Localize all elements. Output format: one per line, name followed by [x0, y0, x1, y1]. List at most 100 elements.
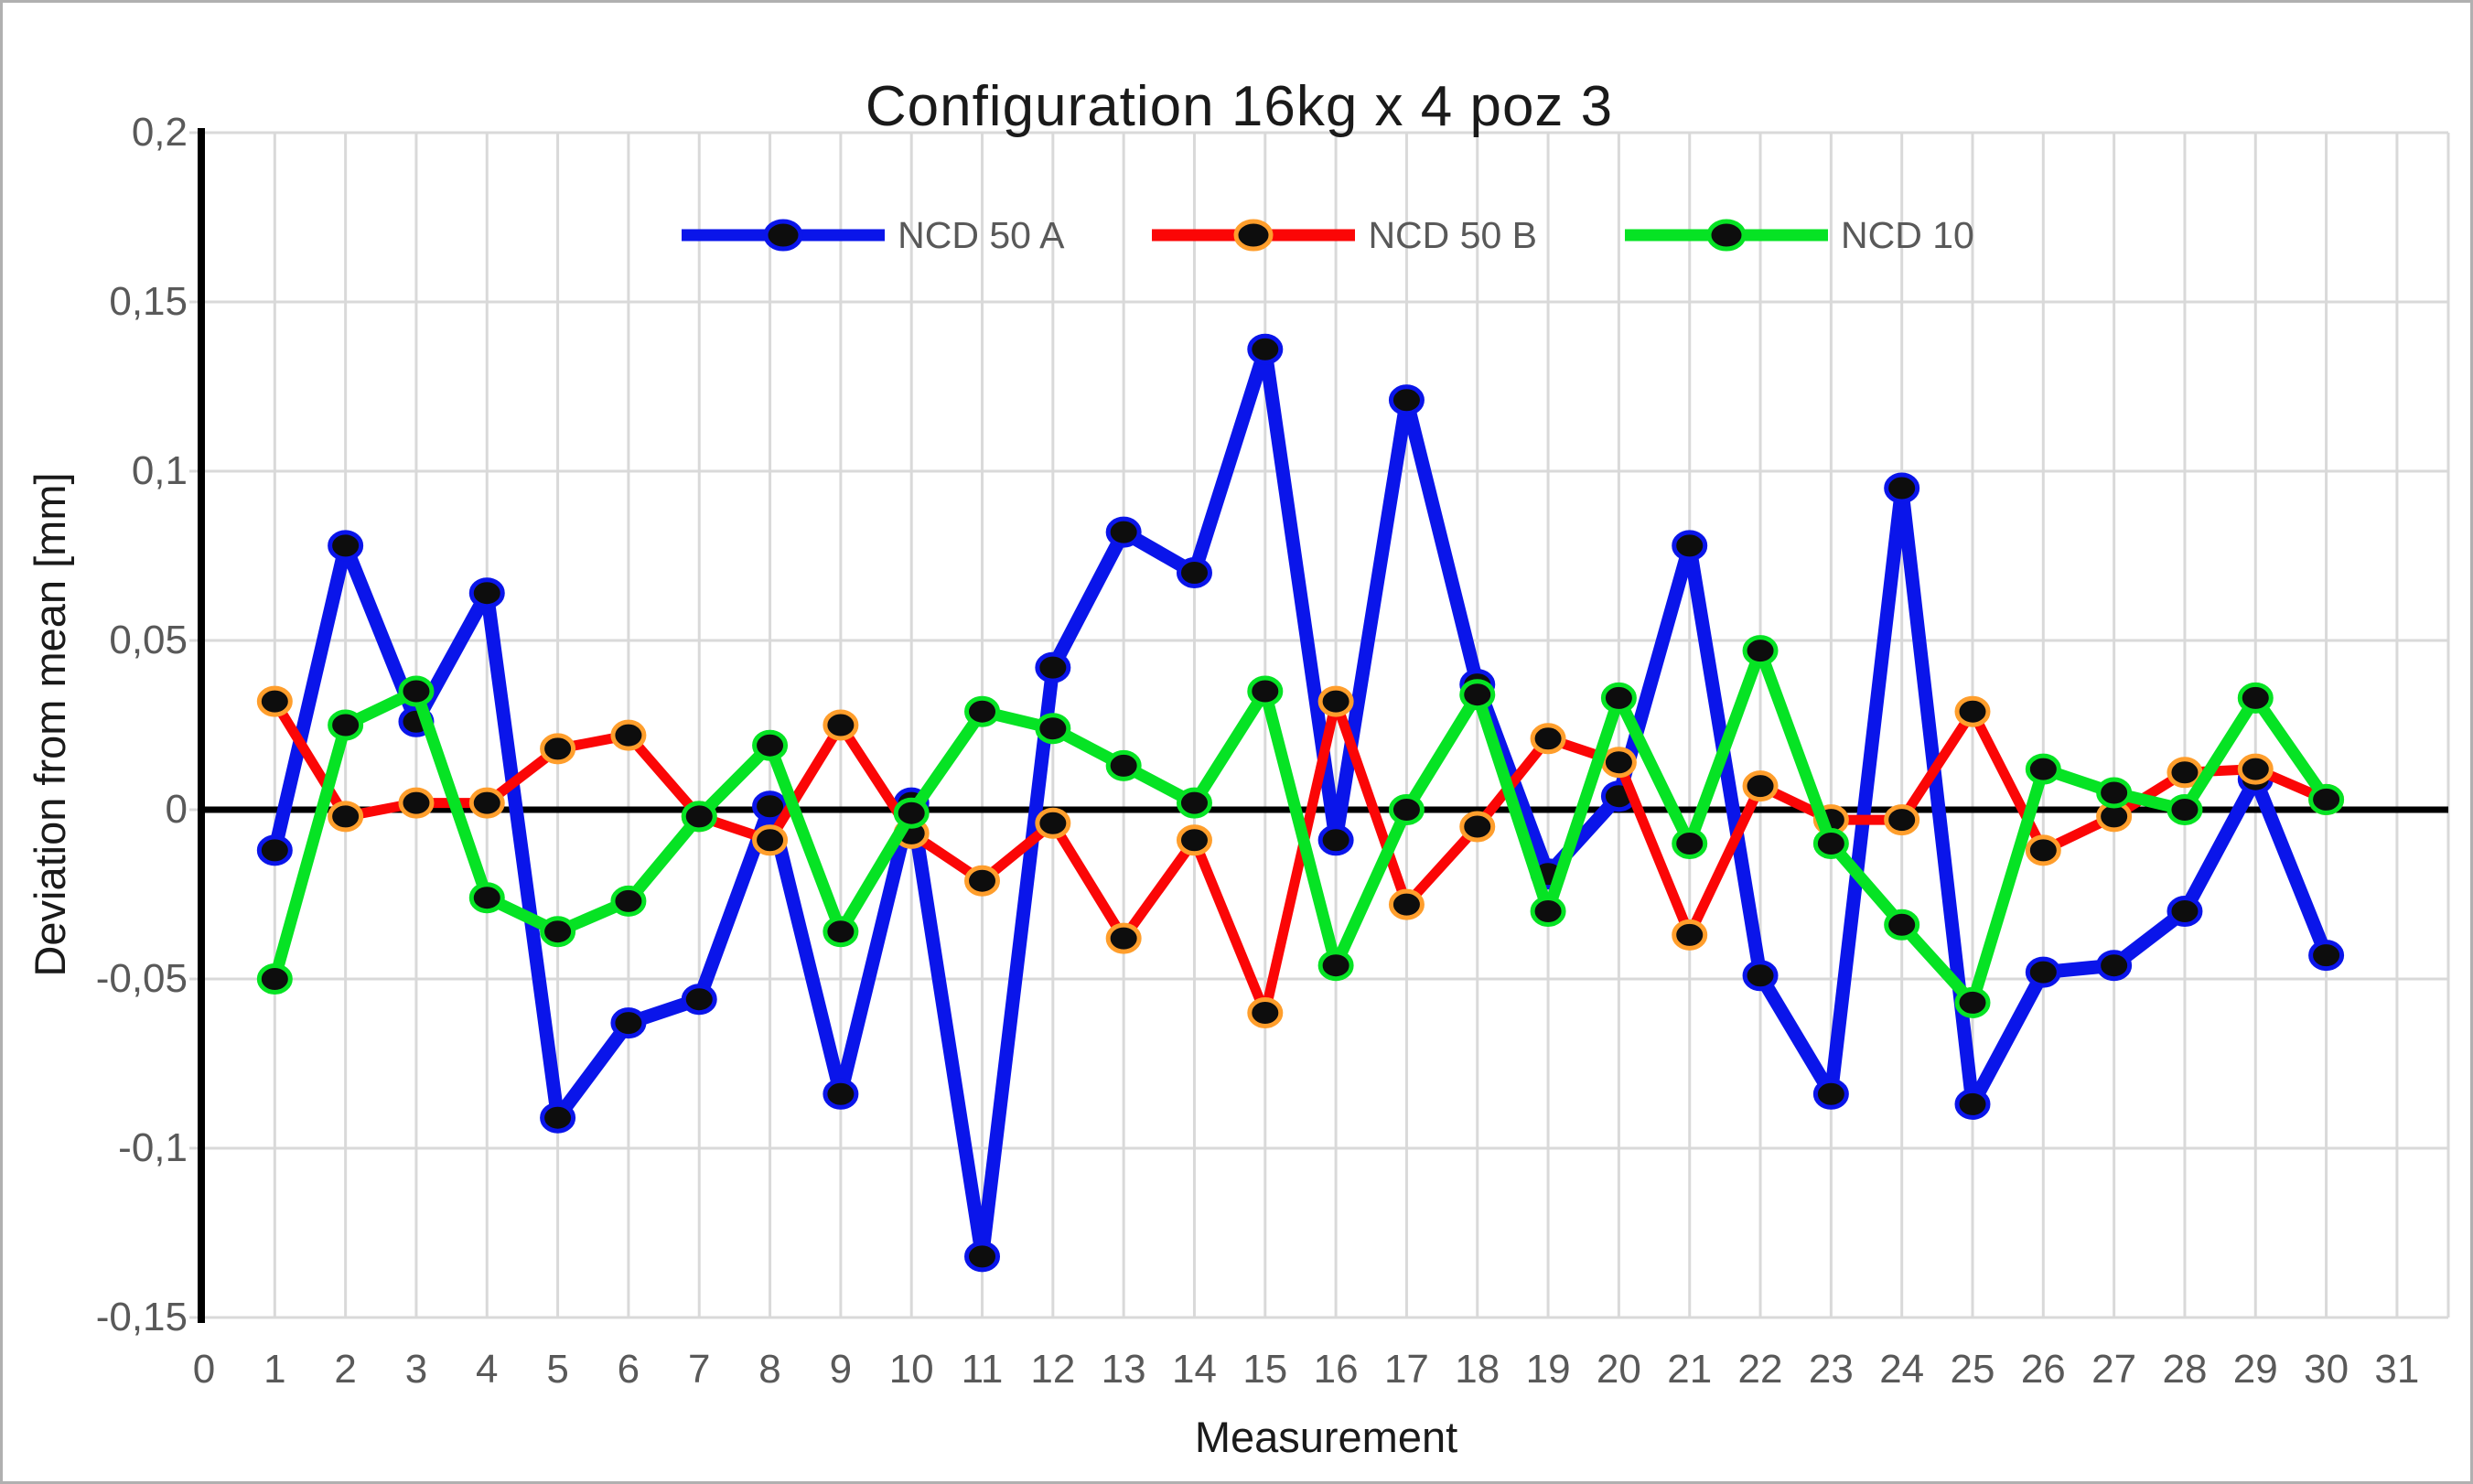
series-ncd-10-marker [1672, 828, 1708, 859]
series-ncd-10-marker [2167, 794, 2203, 825]
x-tick-label-22: 22 [1737, 1347, 1783, 1392]
x-tick-label-16: 16 [1313, 1347, 1359, 1392]
series-ncd-50-b-marker [964, 865, 1001, 897]
series-ncd-50-a-marker [2025, 956, 2061, 988]
y-tick-label-0: 0 [165, 787, 188, 832]
series-ncd-10-marker [256, 963, 293, 995]
x-tick-label-7: 7 [687, 1347, 711, 1392]
x-axis-title: Measurement [1194, 1413, 1458, 1461]
series-ncd-50-a-marker [1035, 651, 1071, 683]
series-ncd-50-b-marker [1600, 747, 1637, 779]
x-tick-label-20: 20 [1596, 1347, 1641, 1392]
series-ncd-50-b-marker [398, 787, 435, 819]
plot-area [189, 128, 2450, 1323]
series-ncd-50-a-marker [610, 1007, 647, 1039]
series-ncd-50-a-marker [1388, 384, 1425, 416]
y-tick-label--0,15: -0,15 [95, 1295, 188, 1339]
series-ncd-50-a-marker [2167, 896, 2203, 927]
x-tick-label-25: 25 [1950, 1347, 1995, 1392]
series-ncd-50-b-marker [1742, 770, 1779, 802]
series-ncd-50-a-marker [1176, 557, 1212, 588]
series-ncd-10-marker [1176, 787, 1212, 819]
legend-label-ncd-50-b: NCD 50 B [1368, 213, 1538, 256]
series-ncd-10-marker [2096, 777, 2133, 809]
series-ncd-50-b-marker [468, 787, 505, 819]
x-tick-label-21: 21 [1667, 1347, 1713, 1392]
series-ncd-50-a-marker [1954, 1088, 1991, 1120]
x-tick-label-18: 18 [1455, 1347, 1500, 1392]
series-ncd-50-b-marker [2167, 757, 2203, 789]
series-ncd-50-b-marker [1105, 922, 1142, 954]
series-ncd-10-marker [1742, 635, 1779, 667]
series-ncd-10-marker [328, 709, 364, 741]
series-ncd-10-marker [964, 695, 1001, 727]
y-axis-title: Deviation from mean [mm] [26, 472, 74, 977]
x-tick-label-29: 29 [2232, 1347, 2278, 1392]
series-ncd-10-marker [681, 801, 717, 833]
legend-item-ncd-50-a: NCD 50 A [678, 214, 1064, 257]
chart-title: Configuration 16kg x 4 poz 3 [865, 75, 1614, 138]
legend-marker-icon [1706, 219, 1747, 252]
x-tick-label-30: 30 [2304, 1347, 2349, 1392]
series-ncd-50-b-marker [2237, 753, 2274, 785]
x-tick-label-10: 10 [888, 1347, 934, 1392]
legend: NCD 50 A NCD 50 B NCD 10 [204, 206, 2448, 264]
series-ncd-50-a-marker [1105, 516, 1142, 548]
series-ncd-50-a-marker [2308, 940, 2345, 972]
series-ncd-50-b-marker [328, 801, 364, 833]
x-tick-label-17: 17 [1383, 1347, 1429, 1392]
x-tick-label-0: 0 [192, 1347, 216, 1392]
y-tick-label--0,1: -0,1 [118, 1125, 188, 1170]
series-ncd-50-a-marker [681, 984, 717, 1016]
series-ncd-50-b-marker [540, 733, 576, 765]
x-tick-label-9: 9 [829, 1347, 853, 1392]
x-tick-label-5: 5 [546, 1347, 569, 1392]
series-ncd-10 [256, 635, 2345, 1018]
y-tick-label-0,05: 0,05 [109, 618, 188, 662]
y-tick-label--0,05: -0,05 [95, 956, 188, 1001]
series-ncd-10-marker [1247, 675, 1284, 707]
series-ncd-10-marker [2308, 783, 2345, 815]
series-ncd-50-b-marker [1035, 807, 1071, 839]
x-tick-label-11: 11 [961, 1347, 1004, 1392]
x-tick-label-6: 6 [617, 1347, 640, 1392]
x-tick-label-28: 28 [2162, 1347, 2208, 1392]
series-ncd-50-a-marker [823, 1078, 859, 1110]
series-ncd-10-marker [610, 885, 647, 917]
series-ncd-50-a-marker [1742, 960, 1779, 992]
legend-marker-icon [1233, 219, 1274, 252]
series-ncd-50-a-marker [2096, 950, 2133, 982]
y-tick-label-0,15: 0,15 [109, 279, 188, 324]
series-ncd-50-b-marker [256, 685, 293, 717]
series-ncd-10-marker [2237, 682, 2274, 714]
series-ncd-50-b-marker [1954, 695, 1991, 727]
series-ncd-10-marker [1954, 986, 1991, 1018]
series-ncd-50-b [256, 685, 2345, 1028]
series-ncd-50-a-line [267, 342, 2334, 1264]
series-ncd-50-a-marker [1884, 472, 1920, 504]
series-ncd-10-marker [1035, 713, 1071, 745]
vertical-gridlines [273, 133, 2450, 1317]
series-ncd-50-b-marker [1176, 824, 1212, 856]
series-ncd-10-marker [823, 916, 859, 948]
series-ncd-50-b-marker [1530, 723, 1566, 755]
x-tick-label-24: 24 [1879, 1347, 1925, 1392]
legend-swatch-ncd-50-b [1152, 219, 1356, 252]
x-tick-label-2: 2 [334, 1347, 357, 1392]
series-ncd-50-a-marker [256, 834, 293, 866]
legend-swatch-ncd-50-a [682, 219, 886, 252]
x-tick-label-14: 14 [1171, 1347, 1217, 1392]
series-ncd-10-marker [1388, 794, 1425, 825]
series-ncd-50-b-marker [2025, 834, 2061, 866]
series-ncd-50-b-marker [1459, 811, 1496, 843]
series-ncd-50-a-marker [328, 530, 364, 562]
series-ncd-50-b-marker [1317, 685, 1354, 717]
y-tick-label-0,1: 0,1 [131, 448, 188, 493]
series-ncd-50-a-marker [468, 577, 505, 609]
series-ncd-50-a-marker [1672, 530, 1708, 562]
x-tick-label-27: 27 [2091, 1347, 2137, 1392]
x-tick-label-8: 8 [758, 1347, 781, 1392]
legend-label-ncd-50-a: NCD 50 A [898, 213, 1065, 256]
series-ncd-50-b-marker [1884, 804, 1920, 836]
